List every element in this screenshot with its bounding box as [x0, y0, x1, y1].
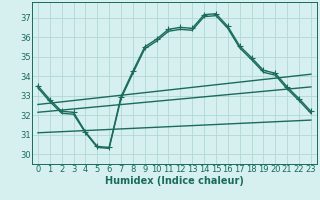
X-axis label: Humidex (Indice chaleur): Humidex (Indice chaleur) [105, 176, 244, 186]
